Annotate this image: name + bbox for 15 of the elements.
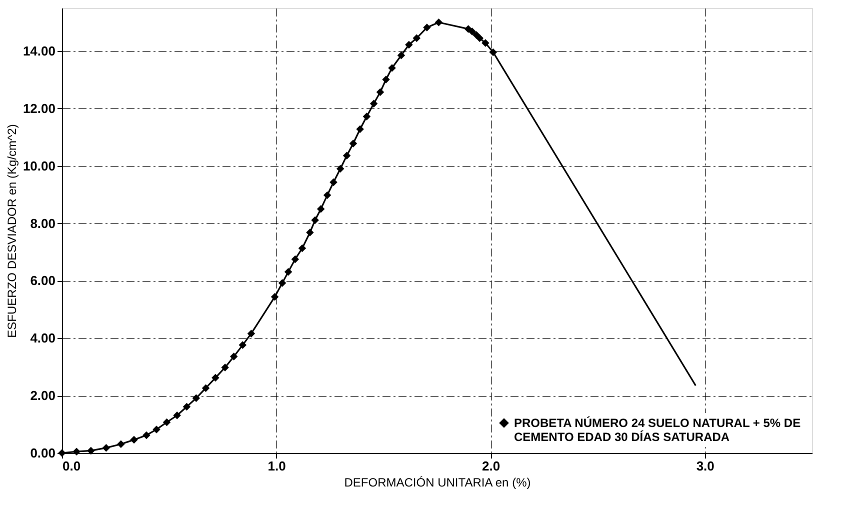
y-tick-label: 2.00 <box>30 388 56 404</box>
x-tick-label: 2.0 <box>482 458 500 474</box>
y-tick-label: 8.00 <box>30 216 56 231</box>
y-tick-label: 12.00 <box>22 100 56 116</box>
y-axis-title: ESFUERZO DESVIADOR en (Kg/cm^2) <box>4 124 19 338</box>
y-tick-label: 10.00 <box>22 158 56 174</box>
y-tick-label: 0.00 <box>30 446 56 460</box>
x-tick-label: 0.0 <box>62 458 81 474</box>
legend-label: PROBETA NÚMERO 24 SUELO NATURAL + 5% DE CEMENTO EDAD 30 DÍAS SATURADA <box>514 416 801 444</box>
y-tick-label: 14.00 <box>22 44 56 59</box>
x-tick-label: 1.0 <box>268 458 286 474</box>
y-tick-label: 6.00 <box>30 273 56 288</box>
x-tick-label: 3.0 <box>696 458 714 474</box>
y-tick-label: 4.00 <box>30 330 56 346</box>
x-axis-title: DEFORMACIÓN UNITARIA en (%) <box>344 476 531 490</box>
